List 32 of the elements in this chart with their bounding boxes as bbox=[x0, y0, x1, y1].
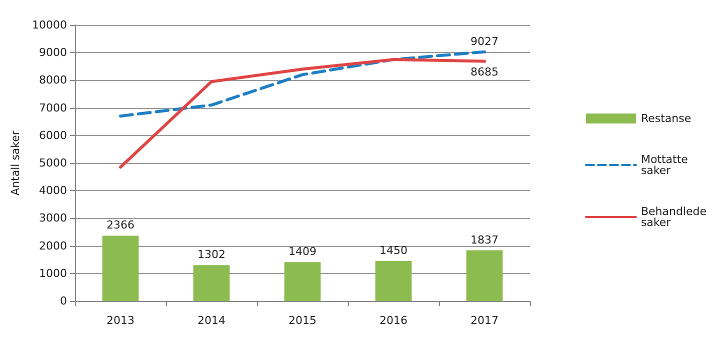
data-label: 1450 bbox=[380, 244, 408, 257]
bar bbox=[102, 236, 139, 301]
data-label: 8685 bbox=[470, 65, 498, 78]
legend-label: Restanse bbox=[640, 112, 692, 125]
x-tick-label: 2013 bbox=[106, 314, 134, 327]
y-tick-label: 2000 bbox=[39, 239, 67, 252]
bar bbox=[193, 265, 230, 301]
bar bbox=[284, 262, 321, 301]
legend-label: Behandlede saker bbox=[640, 205, 710, 229]
y-tick-label: 0 bbox=[60, 294, 67, 308]
x-tick-label: 2016 bbox=[380, 314, 408, 327]
y-axis-title: Antall saker bbox=[9, 130, 22, 196]
y-tick-label: 6000 bbox=[39, 128, 67, 142]
x-tick-label: 2015 bbox=[288, 314, 316, 327]
y-tick-label: 5000 bbox=[39, 156, 67, 170]
data-label: 2366 bbox=[106, 218, 134, 232]
data-label: 1837 bbox=[470, 233, 498, 246]
legend-label: Mottatte saker bbox=[640, 153, 692, 177]
data-label: 9027 bbox=[470, 34, 498, 48]
x-tick-label: 2014 bbox=[198, 314, 226, 327]
bar bbox=[375, 260, 412, 301]
y-tick-label: 8000 bbox=[39, 74, 67, 87]
x-tick-label: 2017 bbox=[470, 314, 498, 327]
bar bbox=[466, 250, 503, 301]
y-tick-label: 1000 bbox=[39, 266, 67, 280]
y-tick-label: 4000 bbox=[39, 184, 67, 198]
y-tick-label: 9000 bbox=[39, 46, 67, 60]
data-label: 1302 bbox=[198, 248, 226, 262]
y-tick-label: 7000 bbox=[39, 101, 67, 114]
y-tick-label: 10000 bbox=[32, 18, 67, 32]
y-tick-label: 3000 bbox=[39, 212, 67, 225]
data-label: 1409 bbox=[288, 245, 316, 258]
